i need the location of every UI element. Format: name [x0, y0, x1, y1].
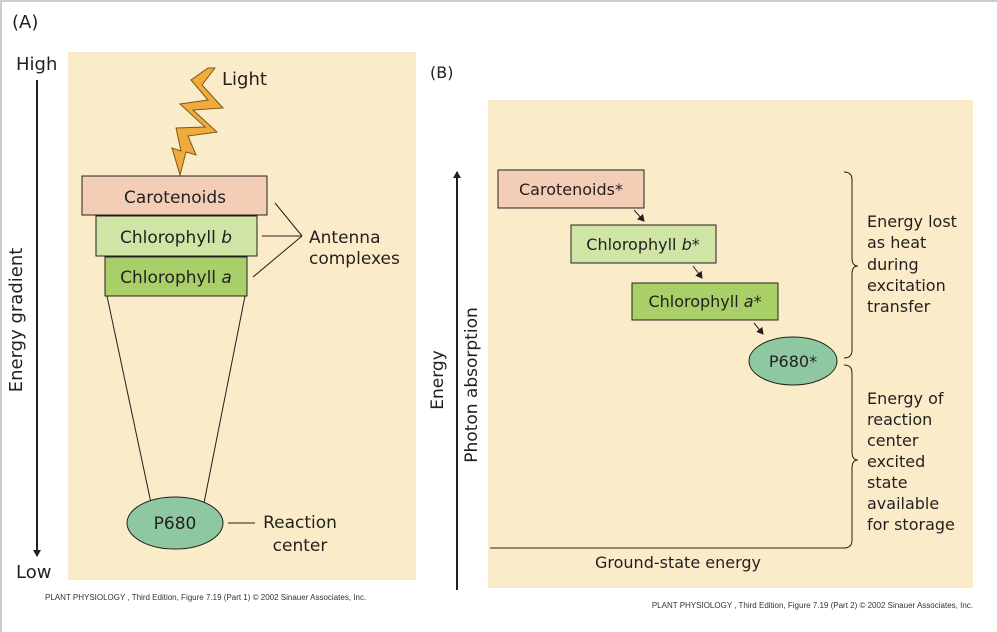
carotenoids-excited-label: Carotenoids*	[519, 180, 623, 199]
antenna-line	[252, 235, 303, 278]
panel-b: (B) Energy Photon absorption Carotenoids…	[428, 63, 973, 610]
chlorophyll-b-excited-label: Chlorophyll b*	[586, 235, 699, 254]
p680-excited-label: P680*	[769, 352, 817, 371]
light-label: Light	[222, 69, 267, 90]
reaction-center-label-2: center	[273, 536, 328, 556]
transfer-arrow	[633, 209, 645, 222]
chlorophyll-b-label: Chlorophyll b	[120, 228, 232, 248]
heat-loss-line: excitation	[867, 276, 946, 295]
carotenoids-excited-box	[497, 169, 645, 209]
heat-loss-text: Energy lost as heat during excitation tr…	[867, 212, 957, 316]
axis-high-label: High	[16, 54, 57, 75]
storage-line: state	[867, 473, 908, 492]
storage-line: Energy of	[867, 389, 944, 408]
reaction-center-label-1: Reaction	[263, 513, 337, 533]
transfer-arrow	[753, 322, 764, 335]
storage-brace	[843, 364, 859, 549]
p680-label: P680	[154, 514, 197, 534]
storage-line: for storage	[867, 515, 955, 534]
ground-state-label: Ground-state energy	[595, 553, 761, 572]
carotenoids-box	[81, 175, 268, 216]
chlorophyll-b-excited-box	[570, 224, 717, 264]
heat-loss-line: as heat	[867, 233, 926, 252]
chlorophyll-a-label: Chlorophyll a	[120, 268, 232, 288]
energy-gradient-label: Energy gradient	[6, 248, 27, 393]
panel-b-caption: PLANT PHYSIOLOGY , Third Edition, Figure…	[652, 601, 973, 610]
antenna-line	[274, 202, 303, 237]
antenna-label-2: complexes	[309, 249, 400, 269]
funnel-line-left	[106, 295, 152, 504]
antenna-label-1: Antenna	[309, 228, 381, 248]
storage-line: center	[867, 431, 919, 450]
panel-a: (A) High Low Energy gradient Light Carot…	[6, 12, 416, 602]
funnel-line-right	[203, 295, 246, 504]
panel-a-label: (A)	[12, 12, 38, 33]
axis-low-label: Low	[16, 562, 51, 583]
energy-axis-label: Energy	[428, 350, 448, 410]
panel-a-caption: PLANT PHYSIOLOGY , Third Edition, Figure…	[45, 593, 366, 602]
storage-text: Energy of reaction center excited state …	[867, 389, 955, 534]
transfer-arrow	[692, 265, 703, 279]
panel-b-label: (B)	[430, 63, 453, 82]
chlorophyll-b-box	[95, 215, 258, 257]
chlorophyll-a-excited-label: Chlorophyll a*	[648, 292, 761, 311]
panel-a-background	[68, 52, 416, 580]
heat-loss-line: transfer	[867, 297, 931, 316]
heat-loss-line: Energy lost	[867, 212, 957, 231]
carotenoids-label: Carotenoids	[124, 188, 226, 208]
storage-line: available	[867, 494, 939, 513]
p680-node	[126, 496, 224, 550]
storage-line: excited	[867, 452, 925, 471]
photon-absorption-label: Photon absorption	[462, 307, 482, 462]
chlorophyll-a-excited-box	[631, 282, 779, 321]
p680-excited-node	[748, 336, 838, 386]
chlorophyll-a-box	[104, 256, 248, 297]
storage-line: reaction	[867, 410, 932, 429]
light-bolt-icon	[171, 67, 225, 177]
heat-loss-brace	[843, 171, 859, 359]
heat-loss-line: during	[867, 255, 919, 274]
